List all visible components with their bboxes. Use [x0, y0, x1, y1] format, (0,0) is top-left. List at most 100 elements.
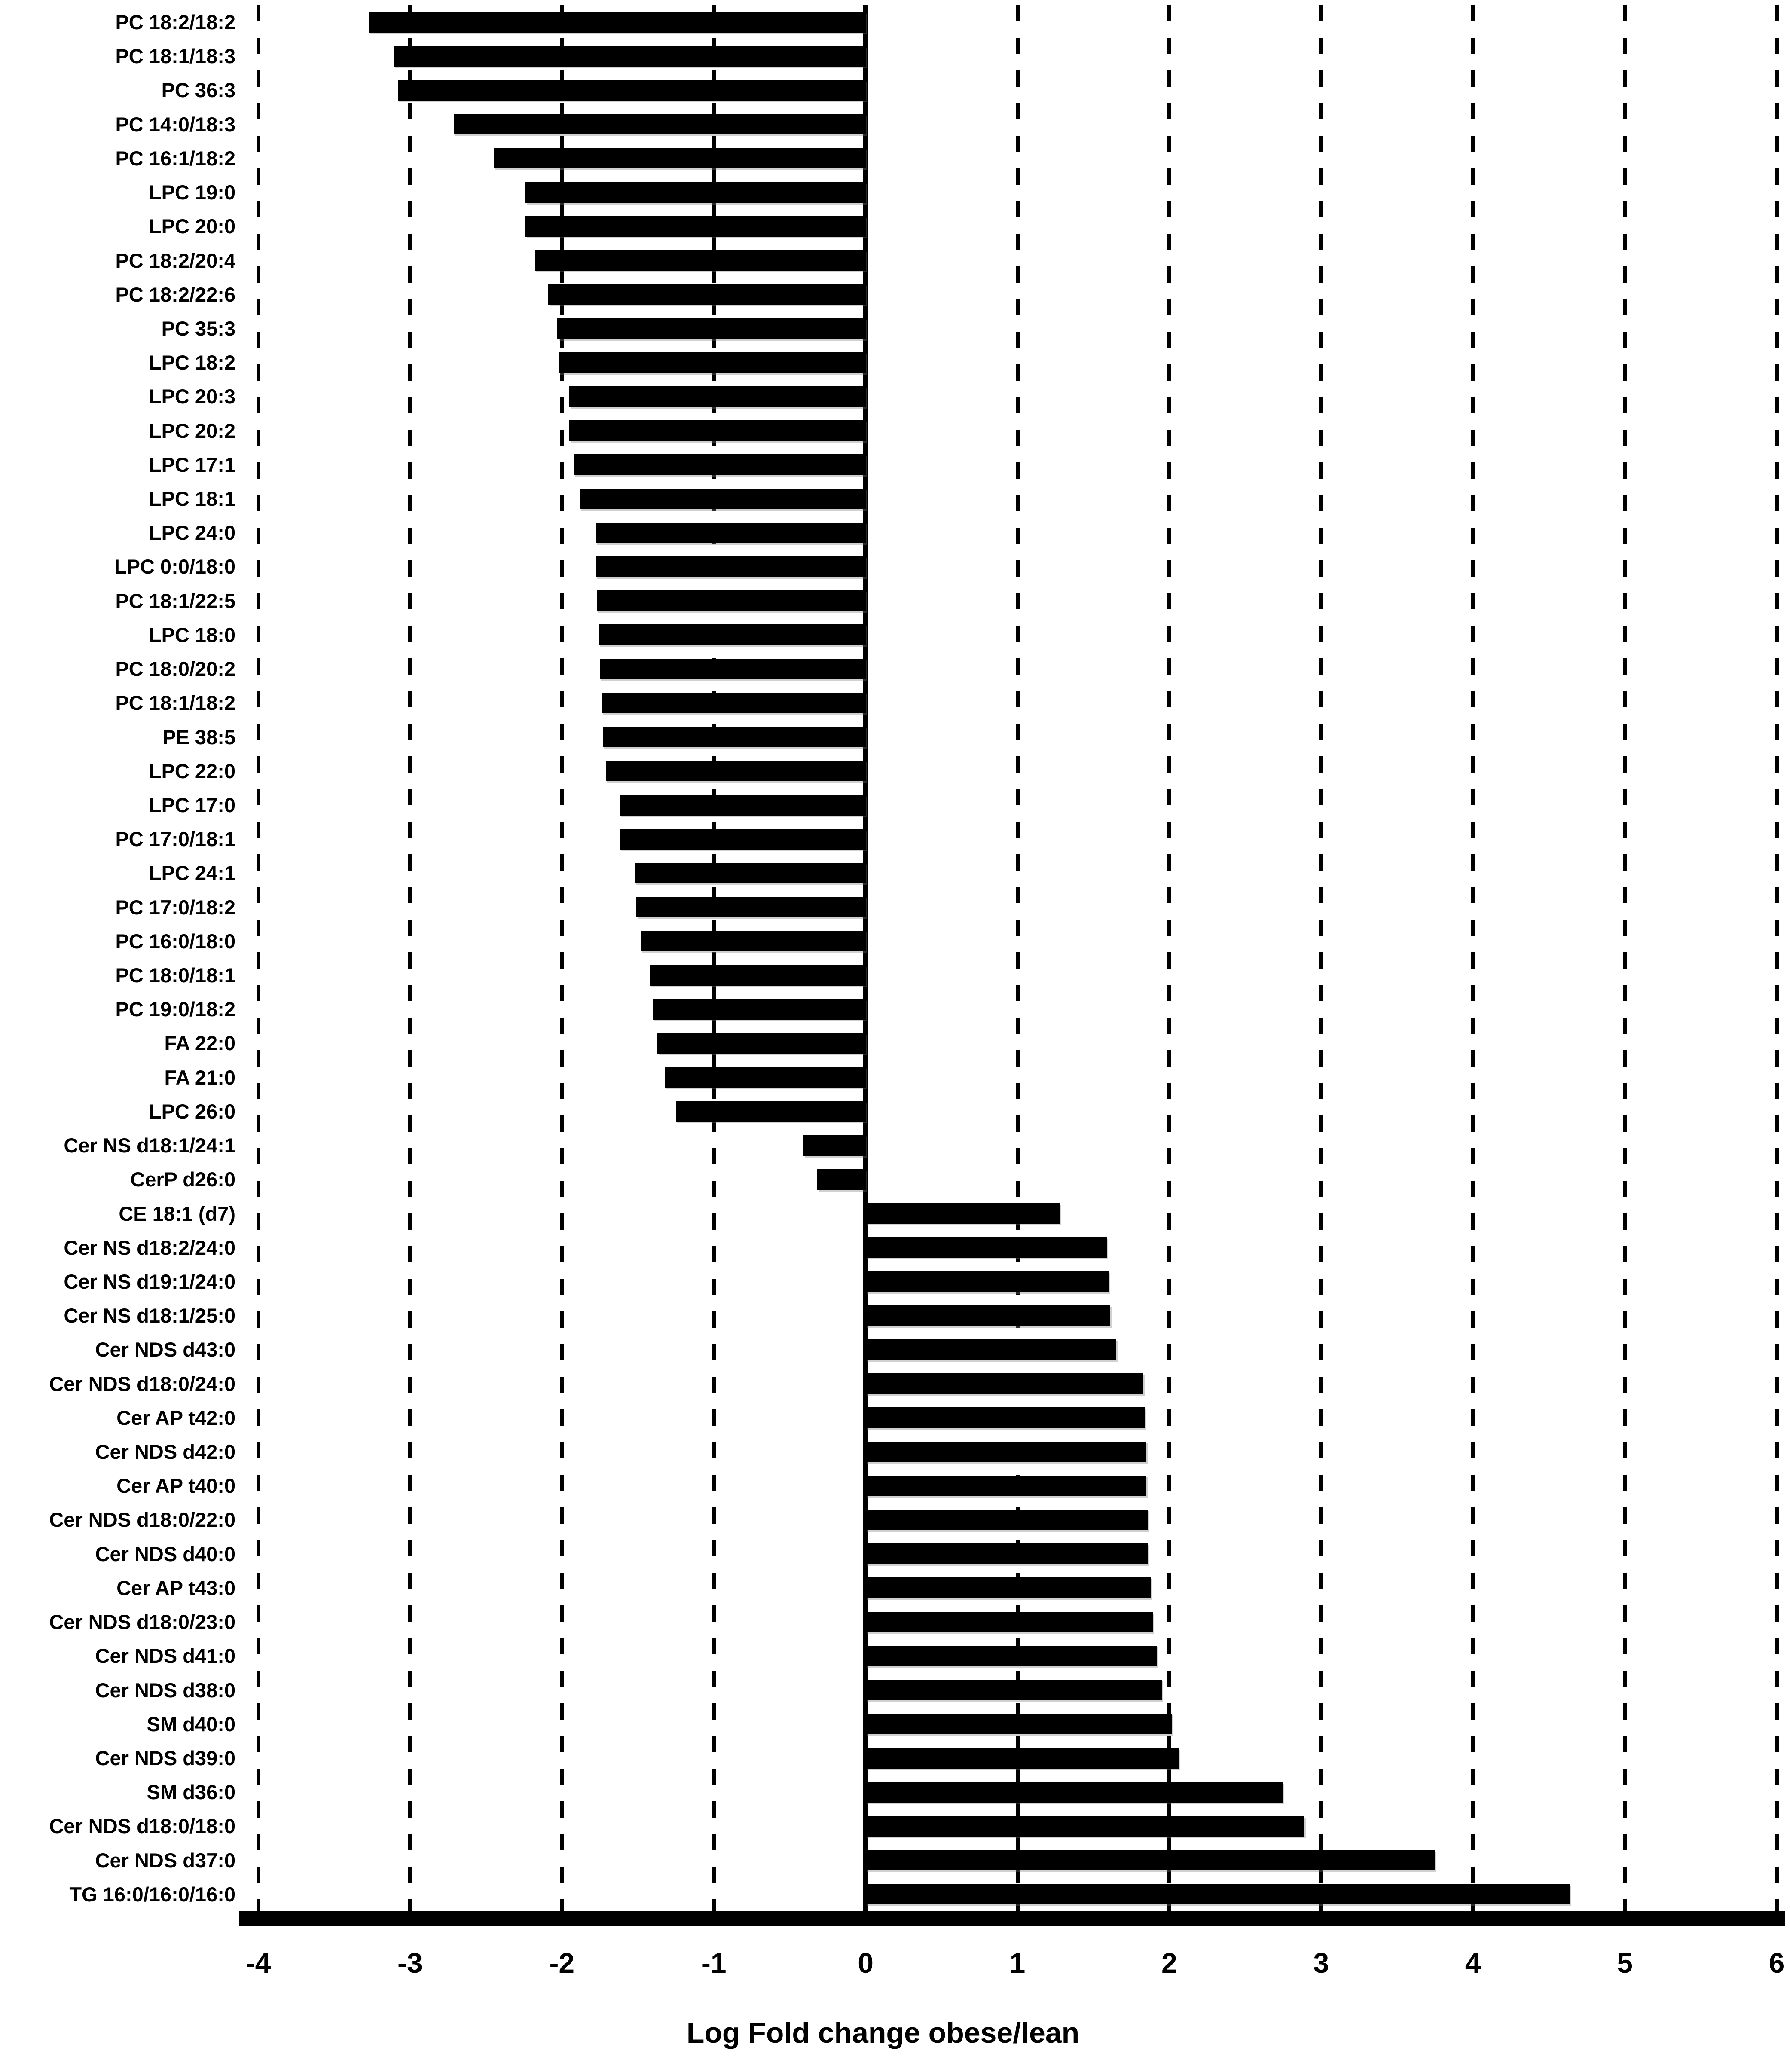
- bar: [369, 12, 866, 33]
- y-axis-label: Cer AP t40:0: [116, 1474, 235, 1497]
- y-axis-label: CerP d26:0: [130, 1168, 235, 1191]
- y-axis-label: LPC 20:2: [149, 419, 235, 442]
- y-axis-label: SM d40:0: [147, 1712, 235, 1736]
- bar: [865, 1577, 1151, 1598]
- x-tick-label-2: 2: [1161, 1947, 1177, 1979]
- bar: [620, 828, 866, 850]
- y-axis-label: PC 18:0/18:1: [115, 964, 235, 987]
- y-axis-label: LPC 24:0: [149, 521, 235, 544]
- bar: [580, 488, 866, 509]
- y-axis-label: Cer NDS d40:0: [95, 1542, 236, 1565]
- bar: [493, 148, 866, 169]
- y-axis-label: PC 35:3: [161, 317, 235, 340]
- bar: [865, 1373, 1144, 1394]
- x-tick-label-6: 6: [1769, 1947, 1785, 1979]
- bar: [865, 1407, 1145, 1428]
- bar: [548, 284, 866, 305]
- bar: [865, 1680, 1162, 1701]
- bar: [665, 1067, 866, 1088]
- y-axis-label: Cer NDS d43:0: [95, 1338, 236, 1361]
- bar: [559, 352, 866, 373]
- bar: [595, 522, 866, 543]
- y-axis-label: PC 17:0/18:1: [115, 828, 235, 851]
- y-axis-label: PC 18:2/20:4: [115, 249, 235, 272]
- y-axis-label: Cer NDS d18:0/18:0: [49, 1815, 235, 1838]
- bar: [393, 46, 866, 67]
- y-axis-label: LPC 24:1: [149, 862, 235, 885]
- y-axis-label: PC 14:0/18:3: [115, 113, 235, 136]
- y-axis-label: LPC 20:3: [149, 385, 235, 408]
- x-tick-label--3: -3: [397, 1947, 423, 1979]
- y-axis-label: PC 36:3: [161, 79, 235, 102]
- x-tick-label-1: 1: [1009, 1947, 1026, 1979]
- y-axis-label: Cer NDS d18:0/24:0: [49, 1372, 235, 1395]
- bar: [597, 590, 866, 611]
- y-axis-label: PE 38:5: [162, 725, 235, 749]
- gridline--4: [256, 5, 260, 1911]
- x-axis-line: [239, 1911, 1785, 1926]
- bar: [598, 624, 866, 645]
- bar: [569, 420, 866, 441]
- y-axis-label: LPC 18:1: [149, 487, 235, 510]
- gridline-6: [1775, 5, 1779, 1911]
- gridline--3: [408, 5, 412, 1911]
- x-tick-label--2: -2: [549, 1947, 575, 1979]
- y-axis-label: FA 22:0: [164, 1032, 235, 1055]
- y-axis-label: Cer NDS d42:0: [95, 1440, 236, 1463]
- y-axis-label: Cer NDS d18:0/23:0: [49, 1611, 235, 1634]
- gridline-2: [1167, 5, 1171, 1911]
- y-axis-label: PC 18:1/18:3: [115, 45, 235, 68]
- y-axis-label: CE 18:1 (d7): [119, 1202, 235, 1225]
- bar: [454, 114, 866, 135]
- y-axis-label: Cer NDS d18:0/22:0: [49, 1508, 235, 1531]
- bar: [865, 1510, 1148, 1531]
- bar: [865, 1339, 1116, 1360]
- bar: [865, 1645, 1158, 1666]
- bar: [636, 897, 866, 918]
- x-tick-label--4: -4: [245, 1947, 271, 1979]
- bar: [535, 250, 866, 271]
- y-axis-label: LPC 26:0: [149, 1100, 235, 1123]
- y-axis-label: LPC 20:0: [149, 215, 235, 238]
- bar: [865, 1782, 1283, 1803]
- y-axis-label: PC 19:0/18:2: [115, 998, 235, 1021]
- x-tick-label--1: -1: [701, 1947, 727, 1979]
- bar: [600, 658, 866, 679]
- bar: [574, 454, 866, 475]
- bar: [865, 1475, 1147, 1496]
- y-axis-label: PC 18:1/22:5: [115, 589, 235, 612]
- zero-axis-line: [863, 5, 869, 1911]
- bar: [803, 1135, 866, 1156]
- bar: [865, 1884, 1570, 1905]
- bar: [525, 182, 866, 203]
- x-tick-label-5: 5: [1617, 1947, 1633, 1979]
- y-axis-label: PC 18:2/18:2: [115, 11, 235, 34]
- bar: [865, 1543, 1148, 1565]
- bar: [865, 1271, 1109, 1292]
- y-axis-label: TG 16:0/16:0/16:0: [69, 1883, 235, 1906]
- bar: [865, 1203, 1060, 1224]
- bar: [657, 1033, 866, 1054]
- bar: [865, 1714, 1173, 1735]
- y-axis-label: SM d36:0: [147, 1781, 235, 1804]
- bar: [865, 1748, 1179, 1769]
- y-axis-label: PC 16:1/18:2: [115, 147, 235, 170]
- x-tick-label-0: 0: [858, 1947, 874, 1979]
- bar: [569, 386, 866, 407]
- y-axis-label: Cer AP t43:0: [116, 1576, 235, 1599]
- y-axis-label: PC 18:1/18:2: [115, 691, 235, 715]
- y-axis-label: LPC 18:0: [149, 623, 235, 646]
- y-axis-label: LPC 17:0: [149, 793, 235, 816]
- y-axis-label: Cer NS d18:2/24:0: [64, 1236, 235, 1259]
- bar: [865, 1305, 1110, 1326]
- y-axis-label: Cer NDS d41:0: [95, 1644, 236, 1668]
- y-axis-label: PC 17:0/18:2: [115, 895, 235, 919]
- y-axis-label: Cer NDS d37:0: [95, 1849, 236, 1872]
- gridline--1: [712, 5, 716, 1911]
- y-axis-label: LPC 19:0: [149, 181, 235, 204]
- y-axis-label: PC 18:2/22:6: [115, 283, 235, 306]
- bar: [865, 1815, 1304, 1837]
- bar: [398, 80, 866, 101]
- x-axis-title: Log Fold change obese/lean: [686, 2017, 1080, 2049]
